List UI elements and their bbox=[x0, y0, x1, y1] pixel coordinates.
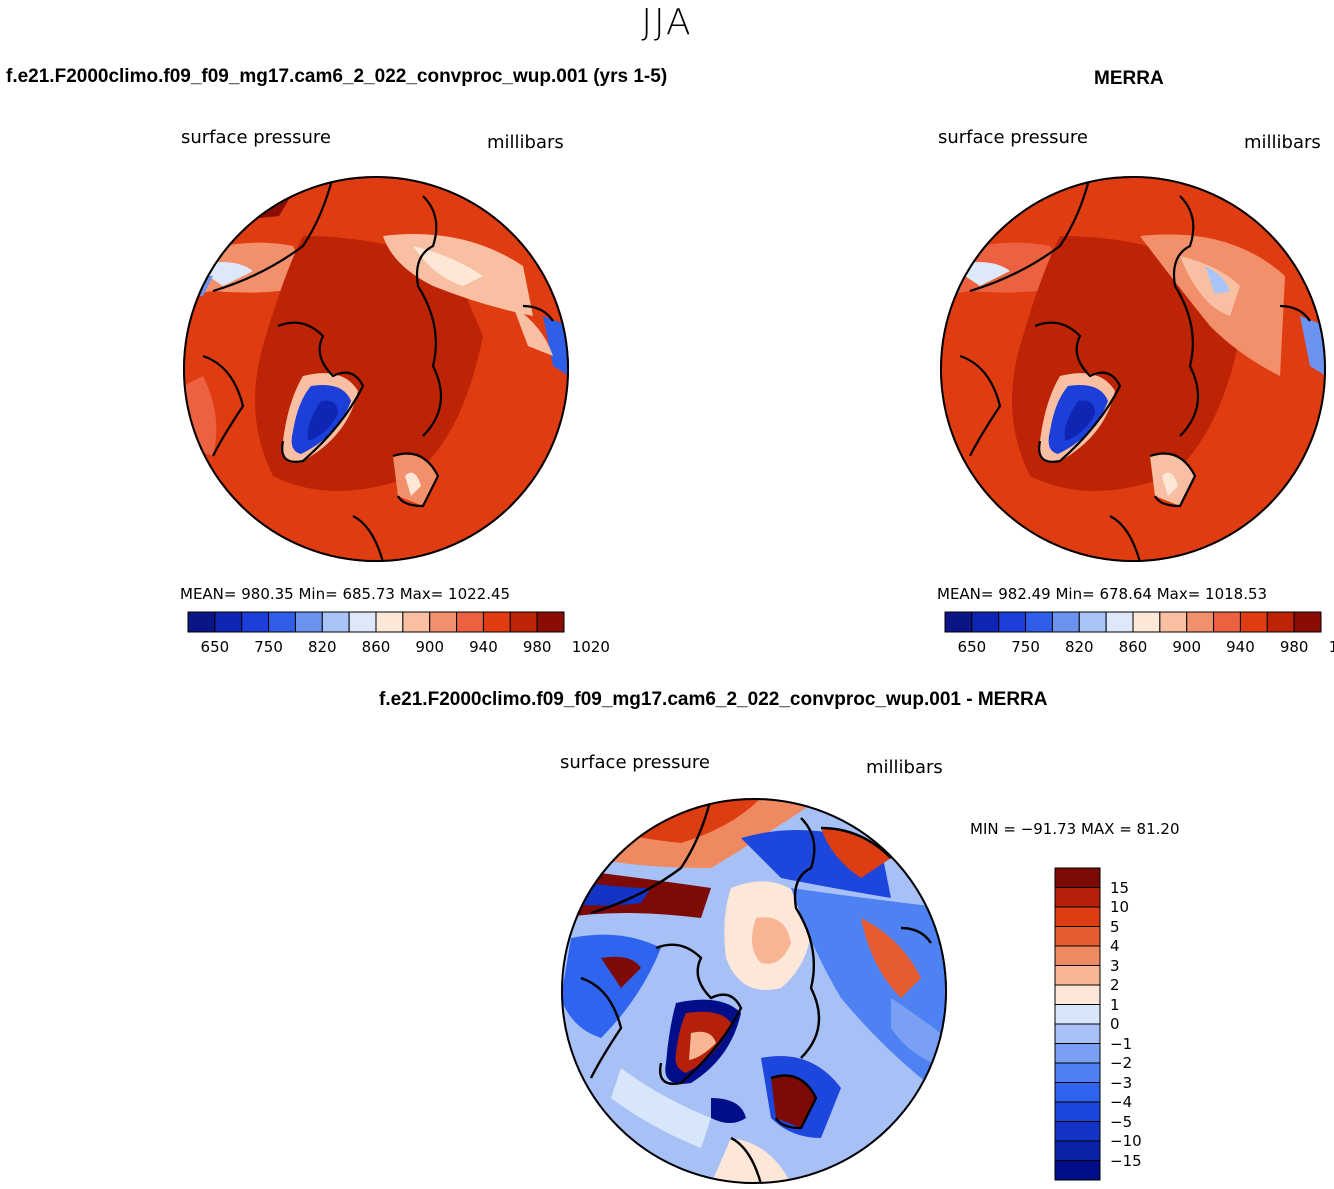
model-panel-title: f.e21.F2000climo.f09_f09_mg17.cam6_2_022… bbox=[6, 66, 668, 87]
colorbar-swatch bbox=[187, 611, 216, 633]
colorbar-swatch bbox=[1239, 611, 1268, 633]
colorbar-tick-label: −10 bbox=[1110, 1132, 1142, 1150]
colorbar-swatch bbox=[1054, 887, 1101, 908]
colorbar-tick-label: 980 bbox=[522, 638, 552, 656]
colorbar-swatch bbox=[1266, 611, 1295, 633]
colorbar-swatch bbox=[971, 611, 1000, 633]
merra-colorbar-ticks: 650 750 820 860 900 940 980 1020 bbox=[945, 638, 1334, 658]
colorbar-tick-label: 2 bbox=[1110, 976, 1120, 994]
colorbar-tick-label: 650 bbox=[957, 638, 987, 656]
colorbar-tick-label: 1020 bbox=[571, 638, 610, 656]
colorbar-swatch bbox=[1054, 1062, 1101, 1083]
colorbar-swatch bbox=[1054, 1043, 1101, 1064]
colorbar-swatch bbox=[1105, 611, 1134, 633]
diff-colorbar bbox=[1054, 867, 1101, 1181]
colorbar-swatch bbox=[1054, 1082, 1101, 1103]
season-title: JJA bbox=[641, 2, 693, 43]
colorbar-swatch bbox=[1293, 611, 1322, 633]
colorbar-tick-label: 820 bbox=[1064, 638, 1094, 656]
merra-panel-title: MERRA bbox=[1094, 68, 1164, 89]
colorbar-tick-label: 860 bbox=[1118, 638, 1148, 656]
colorbar-swatch bbox=[268, 611, 296, 633]
colorbar-swatch bbox=[1054, 965, 1101, 986]
colorbar-swatch bbox=[1054, 1004, 1101, 1025]
merra-stats: MEAN= 982.49 Min= 678.64 Max= 1018.53 bbox=[937, 585, 1268, 603]
colorbar-tick-label: 1 bbox=[1110, 995, 1120, 1014]
colorbar-tick-label: 860 bbox=[361, 638, 391, 656]
diff-polar-map bbox=[561, 798, 947, 1184]
colorbar-swatch bbox=[944, 611, 973, 633]
colorbar-tick-label: 4 bbox=[1110, 937, 1120, 955]
colorbar-tick-label: −5 bbox=[1110, 1112, 1133, 1131]
colorbar-tick-label: −15 bbox=[1110, 1151, 1142, 1170]
diff-panel-title: f.e21.F2000climo.f09_f09_mg17.cam6_2_022… bbox=[379, 689, 1048, 710]
colorbar-swatch bbox=[509, 611, 538, 633]
model-var-label: surface pressure bbox=[181, 127, 331, 148]
model-stats: MEAN= 980.35 Min= 685.73 Max= 1022.45 bbox=[180, 585, 511, 603]
colorbar-swatch bbox=[348, 611, 377, 633]
colorbar-swatch bbox=[1054, 906, 1101, 927]
colorbar-swatch bbox=[1054, 1160, 1101, 1181]
colorbar-swatch bbox=[1051, 611, 1080, 633]
diff-stats: MIN = −91.73 MAX = 81.20 bbox=[970, 820, 1180, 838]
colorbar-swatch bbox=[241, 611, 270, 633]
colorbar-swatch bbox=[1054, 926, 1101, 947]
merra-units-label: millibars bbox=[1244, 132, 1321, 153]
colorbar-swatch bbox=[1054, 945, 1101, 966]
colorbar-swatch bbox=[1132, 611, 1161, 633]
colorbar-tick-label: 820 bbox=[307, 638, 337, 656]
colorbar-tick-label: 940 bbox=[1226, 638, 1255, 656]
model-colorbar bbox=[187, 611, 565, 633]
colorbar-swatch bbox=[375, 611, 404, 633]
colorbar-tick-label: 0 bbox=[1110, 1015, 1120, 1033]
colorbar-swatch bbox=[1054, 984, 1101, 1005]
colorbar-swatch bbox=[294, 611, 323, 633]
colorbar-tick-label: 5 bbox=[1110, 917, 1120, 936]
colorbar-swatch bbox=[536, 611, 565, 633]
colorbar-tick-label: 940 bbox=[469, 638, 498, 656]
colorbar-tick-label: −1 bbox=[1110, 1034, 1133, 1053]
colorbar-swatch bbox=[482, 611, 511, 633]
colorbar-swatch bbox=[1054, 1121, 1101, 1142]
colorbar-tick-label: −4 bbox=[1110, 1093, 1133, 1111]
colorbar-swatch bbox=[1186, 611, 1215, 633]
colorbar-tick-label: 3 bbox=[1110, 956, 1120, 975]
colorbar-swatch bbox=[1054, 1101, 1101, 1122]
colorbar-tick-label: −3 bbox=[1110, 1073, 1133, 1092]
colorbar-swatch bbox=[1025, 611, 1053, 633]
colorbar-tick-label: 750 bbox=[254, 638, 283, 656]
colorbar-swatch bbox=[1054, 867, 1101, 888]
colorbar-tick-label: 900 bbox=[1172, 638, 1202, 656]
merra-colorbar bbox=[944, 611, 1322, 633]
colorbar-swatch bbox=[402, 611, 431, 633]
model-colorbar-ticks: 650 750 820 860 900 940 980 1020 bbox=[188, 638, 610, 658]
colorbar-swatch bbox=[1159, 611, 1188, 633]
model-units-label: millibars bbox=[487, 132, 564, 153]
merra-var-label: surface pressure bbox=[938, 127, 1088, 148]
colorbar-swatch bbox=[1054, 1140, 1101, 1161]
colorbar-swatch bbox=[1078, 611, 1107, 633]
colorbar-tick-label: 980 bbox=[1279, 638, 1309, 656]
colorbar-tick-label: 10 bbox=[1110, 898, 1130, 916]
colorbar-swatch bbox=[321, 611, 350, 633]
colorbar-tick-label: 650 bbox=[200, 638, 230, 656]
colorbar-swatch bbox=[1054, 1023, 1101, 1044]
colorbar-tick-label: 15 bbox=[1110, 878, 1130, 897]
colorbar-tick-label: 1020 bbox=[1328, 638, 1334, 656]
colorbar-swatch bbox=[1213, 611, 1241, 633]
colorbar-tick-label: 750 bbox=[1011, 638, 1040, 656]
colorbar-tick-label: 900 bbox=[415, 638, 445, 656]
merra-polar-map bbox=[940, 176, 1326, 562]
diff-units-label: millibars bbox=[866, 757, 943, 778]
colorbar-swatch bbox=[429, 611, 458, 633]
model-polar-map bbox=[183, 176, 569, 562]
diff-colorbar-ticks: 15 10 5 4 3 2 1 0 −1 −2 −3 −4 −5 −10 −15 bbox=[1110, 868, 1170, 1180]
diff-var-label: surface pressure bbox=[560, 752, 710, 773]
colorbar-swatch bbox=[998, 611, 1027, 633]
colorbar-tick-label: −2 bbox=[1110, 1054, 1133, 1072]
colorbar-swatch bbox=[214, 611, 243, 633]
colorbar-swatch bbox=[456, 611, 484, 633]
